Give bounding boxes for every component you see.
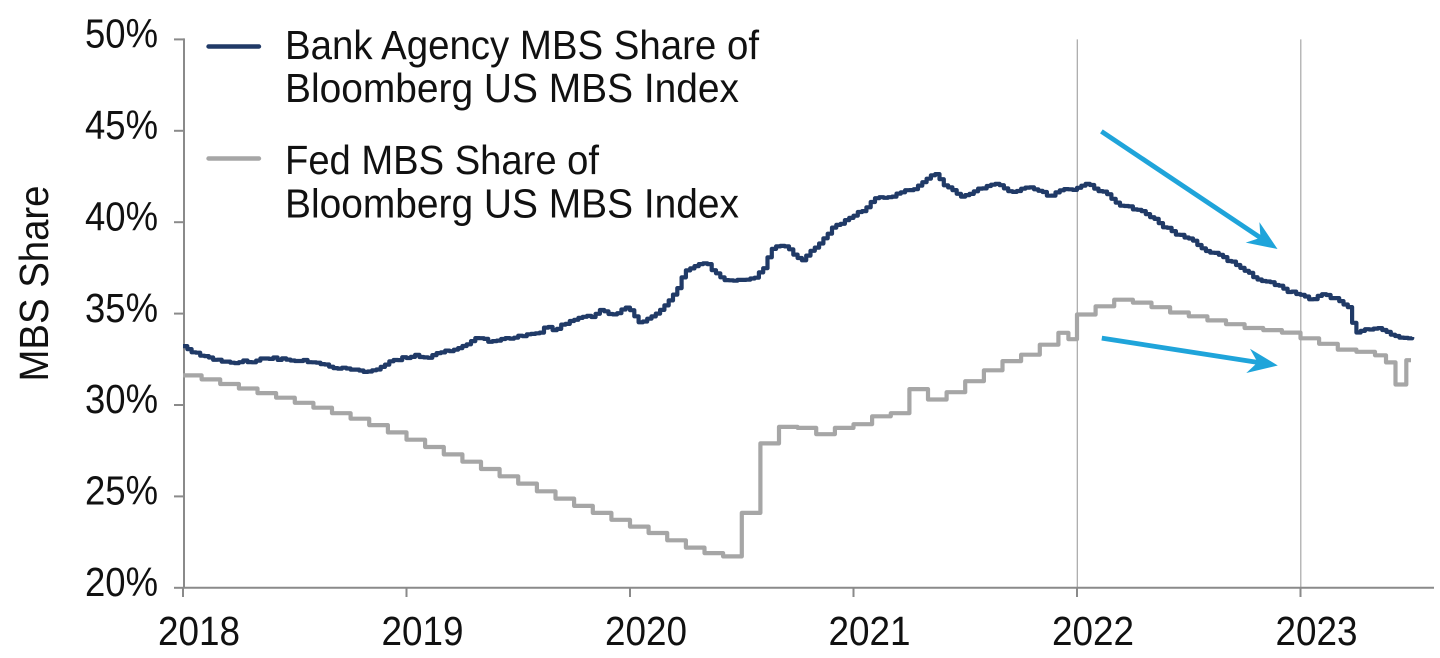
svg-text:Fed MBS Share of: Fed MBS Share of [285, 137, 600, 183]
svg-text:Bloomberg US MBS Index: Bloomberg US MBS Index [285, 180, 739, 226]
svg-text:20%: 20% [85, 559, 158, 605]
svg-text:MBS Share: MBS Share [11, 186, 57, 382]
svg-text:2020: 2020 [605, 608, 687, 654]
svg-text:45%: 45% [85, 102, 158, 148]
svg-text:35%: 35% [85, 285, 158, 331]
svg-text:2019: 2019 [382, 608, 464, 654]
svg-text:2018: 2018 [158, 608, 240, 654]
svg-text:50%: 50% [85, 11, 158, 57]
svg-text:30%: 30% [85, 376, 158, 422]
svg-text:Bloomberg US MBS Index: Bloomberg US MBS Index [285, 65, 739, 111]
svg-text:40%: 40% [85, 193, 158, 239]
svg-text:Bank Agency MBS Share of: Bank Agency MBS Share of [285, 22, 760, 68]
svg-text:2022: 2022 [1052, 608, 1134, 654]
svg-text:25%: 25% [85, 468, 158, 514]
svg-text:2023: 2023 [1276, 608, 1358, 654]
svg-text:2021: 2021 [829, 608, 911, 654]
